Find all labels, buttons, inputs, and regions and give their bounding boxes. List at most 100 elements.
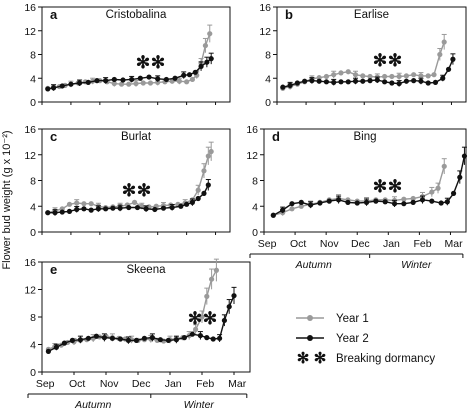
data-point-year1 bbox=[126, 81, 132, 87]
data-point-year2 bbox=[373, 198, 379, 204]
legend: Year 1 Year 2 ✻ ✻ Breaking dormancy bbox=[296, 313, 435, 367]
data-point-year1 bbox=[345, 69, 351, 75]
data-point-year1 bbox=[435, 185, 441, 191]
data-point-year1 bbox=[331, 72, 337, 78]
data-point-year2 bbox=[396, 80, 402, 87]
data-point-year1 bbox=[431, 72, 437, 78]
data-point-year2 bbox=[178, 203, 184, 209]
data-point-year2 bbox=[429, 198, 435, 204]
data-point-year2 bbox=[146, 74, 152, 80]
data-point-year2 bbox=[326, 198, 332, 204]
y-tick-label: 4 bbox=[30, 340, 36, 352]
data-point-year1 bbox=[74, 200, 80, 206]
data-point-year1 bbox=[441, 163, 447, 169]
data-point-year2 bbox=[69, 337, 75, 343]
data-point-year2 bbox=[111, 76, 117, 83]
data-point-year1 bbox=[316, 75, 322, 81]
panel-title: Burlat bbox=[121, 131, 152, 143]
data-point-year2 bbox=[289, 201, 295, 207]
data-point-year2 bbox=[129, 76, 135, 83]
month-label: Sep bbox=[36, 378, 55, 390]
data-point-year2 bbox=[59, 83, 65, 89]
data-point-year2 bbox=[66, 208, 73, 214]
data-point-year2 bbox=[88, 207, 94, 213]
snowflake-grey-icon: ✻ bbox=[373, 177, 387, 196]
panel-letter: c bbox=[50, 129, 57, 144]
y-tick-label: 12 bbox=[24, 285, 36, 297]
month-label: Oct bbox=[290, 238, 306, 250]
data-point-year1 bbox=[418, 73, 424, 79]
data-point-year1 bbox=[204, 293, 210, 299]
month-label: Nov bbox=[100, 378, 119, 390]
y-tick-label: 8 bbox=[265, 50, 271, 62]
data-point-year2 bbox=[50, 85, 57, 91]
month-label: Feb bbox=[196, 378, 214, 390]
data-point-year2 bbox=[280, 84, 286, 90]
data-point-year2 bbox=[360, 78, 366, 84]
data-point-year2 bbox=[173, 337, 179, 343]
data-point-year2 bbox=[61, 340, 67, 346]
data-point-year2 bbox=[125, 337, 131, 343]
data-point-year2 bbox=[143, 206, 149, 212]
data-point-year1 bbox=[201, 168, 207, 174]
data-point-year2 bbox=[93, 333, 99, 339]
y-tick-label: 0 bbox=[30, 227, 36, 239]
data-point-year2 bbox=[389, 80, 395, 86]
data-point-year2 bbox=[172, 75, 178, 81]
data-point-year2 bbox=[110, 205, 116, 211]
data-point-year1 bbox=[425, 73, 431, 79]
data-point-year2 bbox=[95, 206, 101, 212]
data-point-year2 bbox=[181, 335, 187, 341]
data-point-year1 bbox=[441, 39, 447, 45]
data-point-year1 bbox=[118, 81, 125, 87]
data-point-year2 bbox=[198, 63, 204, 69]
data-point-year2 bbox=[77, 337, 83, 343]
month-label: Mar bbox=[445, 238, 464, 250]
data-point-year1 bbox=[133, 80, 139, 87]
data-point-year1 bbox=[147, 80, 154, 86]
data-point-year2 bbox=[94, 78, 100, 84]
data-point-year2 bbox=[52, 210, 58, 216]
snowflake-black-icon: ✻ bbox=[151, 53, 165, 72]
data-point-year2 bbox=[201, 190, 207, 196]
month-label: Jan bbox=[383, 238, 400, 250]
data-point-year2 bbox=[53, 344, 60, 350]
data-point-year2 bbox=[445, 66, 452, 72]
data-point-year2 bbox=[217, 335, 223, 341]
panel-b: b Earlise 0 4 8 12 16 ✻ ✻ bbox=[259, 2, 467, 109]
y-tick-label: 16 bbox=[24, 124, 36, 136]
legend-marker-year2 bbox=[307, 335, 313, 341]
panel-c: c Burlat 0 4 8 12 16 ✻ ✻ bbox=[24, 124, 231, 239]
y-tick-label: 4 bbox=[252, 201, 258, 213]
data-point-year2 bbox=[354, 200, 360, 206]
y-tick-label: 4 bbox=[30, 201, 36, 213]
data-point-year1 bbox=[195, 187, 201, 193]
y-tick-label: 12 bbox=[24, 150, 36, 162]
panel-letter: b bbox=[285, 7, 293, 22]
data-point-year1 bbox=[396, 73, 402, 80]
data-point-year2 bbox=[323, 79, 330, 85]
data-point-year2 bbox=[401, 201, 407, 207]
data-point-year2 bbox=[410, 199, 416, 205]
y-tick-label: 8 bbox=[30, 312, 36, 324]
data-point-year1 bbox=[429, 189, 435, 195]
data-point-year2 bbox=[298, 199, 304, 205]
data-point-year2 bbox=[165, 337, 171, 343]
data-point-year1 bbox=[352, 72, 359, 78]
y-tick-label: 8 bbox=[30, 50, 36, 62]
data-point-year1 bbox=[176, 78, 182, 84]
data-point-year2 bbox=[103, 78, 109, 84]
month-label: Oct bbox=[69, 378, 85, 390]
data-point-year1 bbox=[199, 314, 205, 320]
snowflake-grey-icon: ✻ bbox=[373, 51, 387, 70]
data-point-year2 bbox=[205, 182, 211, 188]
data-point-year2 bbox=[345, 199, 351, 205]
season-label: Autumn bbox=[295, 259, 332, 271]
y-tick-label: 12 bbox=[259, 26, 271, 38]
data-point-year2 bbox=[204, 335, 210, 341]
data-point-year2 bbox=[126, 204, 132, 211]
y-tick-label: 4 bbox=[265, 73, 271, 85]
month-label: Dec bbox=[132, 378, 151, 390]
y-axis-label: Flower bud weight (g x 10⁻²) bbox=[1, 130, 13, 269]
data-point-year2 bbox=[59, 209, 65, 215]
